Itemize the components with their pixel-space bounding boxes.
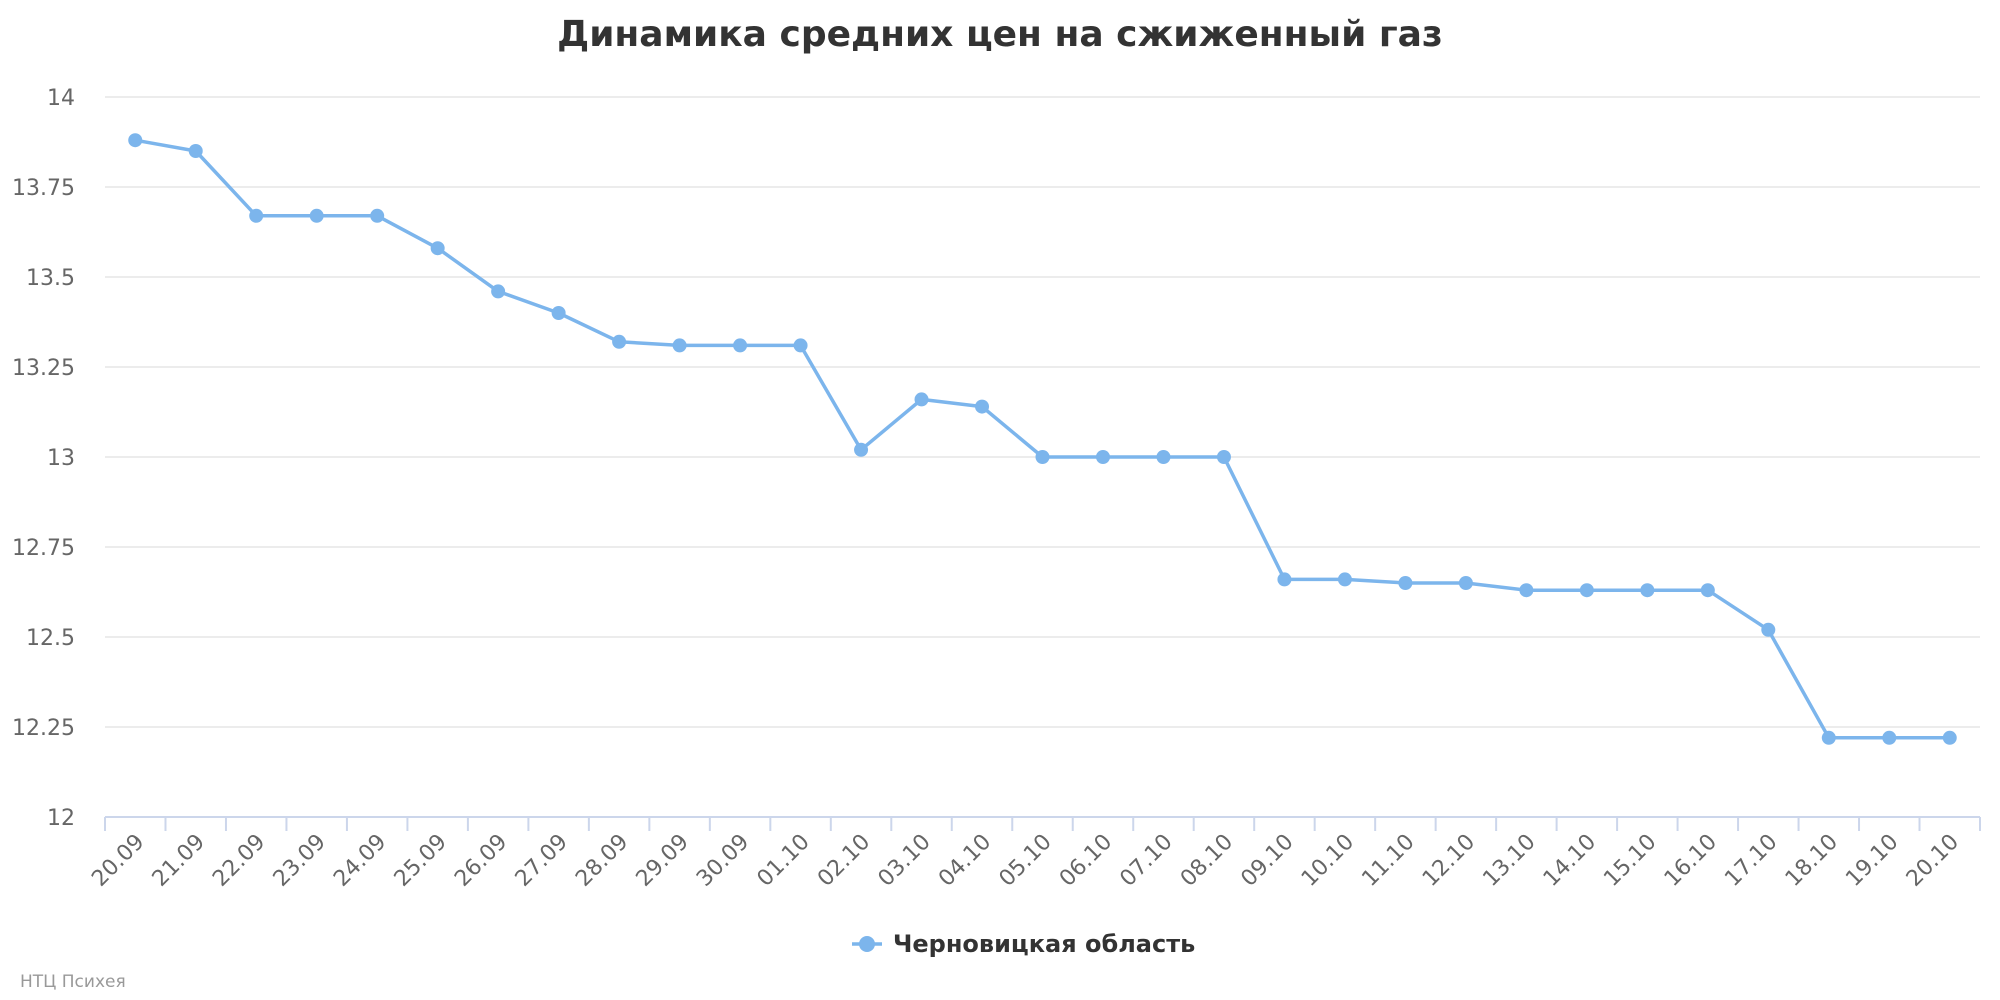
series-line	[133, 138, 1952, 740]
grid-lines	[105, 96, 1980, 728]
data-point[interactable]	[370, 208, 385, 223]
data-point[interactable]	[975, 399, 990, 414]
data-point[interactable]	[188, 144, 203, 158]
y-tick-label: 12	[47, 806, 75, 831]
x-tick-label: 27.09	[511, 830, 573, 892]
x-tick-label: 07.10	[1115, 830, 1177, 892]
x-tick-label: 22.09	[208, 830, 270, 892]
data-point[interactable]	[1579, 583, 1594, 598]
x-tick-label: 06.10	[1055, 830, 1117, 892]
data-point[interactable]	[733, 338, 748, 353]
data-point[interactable]	[793, 338, 808, 353]
x-tick-label: 14.10	[1539, 830, 1601, 892]
data-point[interactable]	[1700, 583, 1715, 598]
data-point[interactable]	[914, 392, 929, 407]
x-tick-label: 02.10	[813, 830, 875, 892]
data-point[interactable]	[1398, 576, 1413, 590]
x-tick-label: 19.10	[1841, 830, 1903, 892]
data-point[interactable]	[1156, 450, 1171, 464]
x-tick-label: 03.10	[874, 830, 936, 892]
x-tick-label: 08.10	[1176, 830, 1238, 892]
chart-title: Динамика средних цен на сжиженный газ	[557, 14, 1443, 55]
y-tick-label: 14	[47, 86, 75, 111]
y-tick-label: 13.5	[26, 266, 75, 291]
x-tick-label: 21.09	[148, 830, 210, 892]
data-point[interactable]	[249, 208, 264, 223]
data-point[interactable]	[1761, 622, 1776, 637]
legend[interactable]: Черновицкая область	[852, 930, 1195, 958]
x-tick-label: 20.10	[1902, 830, 1964, 892]
data-point[interactable]	[672, 338, 687, 353]
data-point[interactable]	[1216, 450, 1231, 464]
data-point[interactable]	[612, 334, 627, 349]
x-tick-label: 20.09	[87, 830, 149, 892]
x-tick-label: 10.10	[1297, 830, 1359, 892]
credit-text[interactable]: НТЦ Психея	[20, 972, 126, 992]
data-point[interactable]	[430, 241, 445, 256]
data-point[interactable]	[1095, 450, 1110, 464]
data-point[interactable]	[1519, 583, 1534, 598]
y-tick-label: 12.25	[12, 716, 75, 741]
x-tick-label: 11.10	[1357, 830, 1419, 892]
y-tick-label: 12.5	[26, 626, 75, 651]
data-point[interactable]	[551, 306, 566, 320]
y-tick-label: 12.75	[12, 536, 75, 561]
data-point[interactable]	[309, 208, 324, 223]
data-point[interactable]	[854, 442, 869, 457]
y-tick-label: 13	[47, 446, 75, 471]
x-tick-label: 30.09	[692, 830, 754, 892]
x-tick-label: 17.10	[1720, 830, 1782, 892]
x-tick-label: 09.10	[1236, 830, 1298, 892]
x-tick-label: 24.09	[329, 830, 391, 892]
x-tick-label: 01.10	[753, 830, 815, 892]
data-point[interactable]	[1882, 730, 1897, 745]
legend-label[interactable]: Черновицкая область	[893, 930, 1195, 958]
y-tick-label: 13.75	[12, 176, 75, 201]
x-tick-label: 18.10	[1781, 830, 1843, 892]
data-point[interactable]	[1640, 583, 1655, 598]
y-axis: 12 12.25 12.5 12.75 13 13.25 13.5 13.75 14	[12, 86, 75, 831]
x-tick-label: 16.10	[1660, 830, 1722, 892]
x-tick-label: 29.09	[632, 830, 694, 892]
legend-marker	[859, 936, 875, 952]
x-axis: 20.0921.0922.0923.0924.0925.0926.0927.09…	[87, 816, 1981, 892]
y-tick-label: 13.25	[12, 356, 75, 381]
x-tick-label: 25.09	[390, 830, 452, 892]
data-point[interactable]	[1821, 730, 1836, 745]
data-point[interactable]	[1337, 572, 1352, 587]
x-tick-label: 15.10	[1599, 830, 1661, 892]
data-point[interactable]	[1458, 576, 1473, 590]
data-point[interactable]	[491, 284, 506, 299]
x-tick-label: 23.09	[269, 830, 331, 892]
series-group	[128, 133, 1957, 745]
data-point[interactable]	[1035, 450, 1050, 464]
data-point[interactable]	[1277, 572, 1292, 587]
x-tick-label: 13.10	[1478, 830, 1540, 892]
data-point[interactable]	[1942, 730, 1957, 745]
x-tick-label: 05.10	[995, 830, 1057, 892]
x-tick-label: 26.09	[450, 830, 512, 892]
x-tick-label: 12.10	[1418, 830, 1480, 892]
x-tick-label: 04.10	[934, 830, 996, 892]
data-point[interactable]	[128, 133, 143, 148]
x-tick-label: 28.09	[571, 830, 633, 892]
